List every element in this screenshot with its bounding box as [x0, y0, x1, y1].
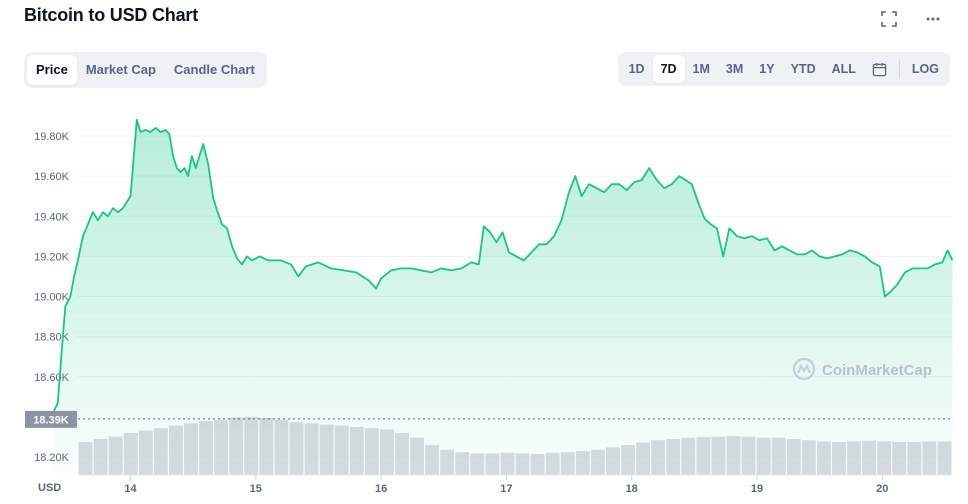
x-tick-label: 20: [876, 483, 888, 495]
range-7d[interactable]: 7D: [652, 55, 685, 83]
range-1m[interactable]: 1M: [692, 62, 710, 76]
more-horizontal-icon[interactable]: [924, 10, 942, 28]
current-price-label: 18.39K: [33, 414, 69, 426]
tab-candle-chart[interactable]: Candle Chart: [173, 62, 255, 77]
chart-type-tabs: Price Market Cap Candle Chart: [24, 52, 267, 88]
fullscreen-icon[interactable]: [880, 10, 898, 28]
y-tick-label: 19.80K: [34, 131, 70, 143]
x-tick-label: 16: [375, 483, 387, 495]
tab-price[interactable]: Price: [27, 55, 77, 85]
price-line: [53, 119, 954, 412]
y-tick-label: 19.40K: [34, 211, 70, 223]
calendar-icon[interactable]: [864, 55, 895, 83]
watermark-text: CoinMarketCap: [822, 362, 932, 379]
log-scale-button[interactable]: LOG: [911, 62, 939, 76]
range-1y[interactable]: 1Y: [759, 62, 775, 76]
x-tick-label: 18: [626, 483, 638, 495]
y-tick-label: 18.80K: [34, 332, 70, 344]
range-1d[interactable]: 1D: [628, 62, 645, 76]
range-all[interactable]: ALL: [831, 62, 856, 76]
x-tick-label: 14: [124, 483, 137, 495]
price-area: [54, 119, 953, 476]
current-price-badge: [25, 410, 77, 428]
page-title: Bitcoin to USD Chart: [24, 5, 198, 25]
tab-market-cap[interactable]: Market Cap: [85, 62, 156, 77]
x-tick-label: 19: [751, 483, 763, 495]
x-tick-label: 15: [250, 483, 262, 495]
range-3m[interactable]: 3M: [725, 62, 744, 76]
y-tick-label: 19.00K: [34, 292, 70, 304]
currency-label: USD: [38, 482, 61, 494]
y-tick-label: 19.60K: [34, 171, 70, 183]
coinmarketcap-logo: [792, 357, 816, 381]
range-ytd[interactable]: YTD: [790, 62, 816, 76]
time-range-tabs: 1D 7D 1M 3M 1Y YTD ALL LOG: [617, 52, 950, 86]
y-tick-label: 19.20K: [34, 251, 70, 263]
x-tick-label: 17: [500, 483, 512, 495]
divider: [898, 60, 900, 78]
